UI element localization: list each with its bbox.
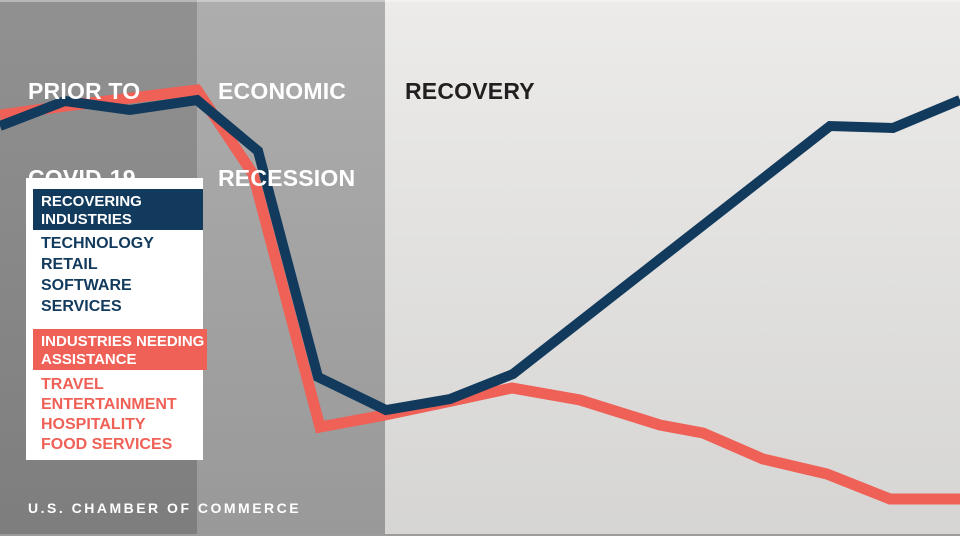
source-attribution: U.S. CHAMBER OF COMMERCE xyxy=(28,500,302,516)
legend-header-recovering-industries: RECOVERING INDUSTRIES xyxy=(33,189,203,230)
legend-item-hospitality: HOSPITALITY xyxy=(41,416,146,433)
phase-title-economic-recession: ECONOMIC RECESSION xyxy=(218,19,355,251)
phase-title-line: PRIOR TO xyxy=(28,78,141,104)
bottom-rule xyxy=(0,534,960,536)
legend-items-recovering: TECHNOLOGY RETAIL SOFTWARE SERVICES xyxy=(41,233,203,317)
legend-header-line: ASSISTANCE xyxy=(41,350,137,368)
legend-items-assistance: TRAVEL ENTERTAINMENT HOSPITALITY FOOD SE… xyxy=(41,375,177,455)
legend-header-line: RECOVERING xyxy=(41,193,142,210)
phase-zone-economic-recession xyxy=(197,0,385,536)
phase-zone-recovery xyxy=(385,0,960,536)
legend-item-software-services: SOFTWARE SERVICES xyxy=(41,277,132,315)
bottom-white-strip xyxy=(0,536,960,540)
legend-header-line: INDUSTRIES xyxy=(41,210,132,228)
legend-item-entertainment: ENTERTAINMENT xyxy=(41,396,177,413)
phase-title-line: RECESSION xyxy=(218,165,356,191)
phase-title-line: RECOVERY xyxy=(405,78,535,104)
phase-title-recovery: RECOVERY xyxy=(405,19,535,164)
slide-top-edge xyxy=(0,0,960,2)
recovering-industries-line xyxy=(0,94,960,416)
legend-item-retail: RETAIL xyxy=(41,256,98,273)
legend-item-food-services: FOOD SERVICES xyxy=(41,436,173,453)
legend-header-industries-needing-assistance: INDUSTRIES NEEDING ASSISTANCE xyxy=(33,329,207,370)
phase-title-line: ECONOMIC xyxy=(218,78,347,104)
legend-box: RECOVERING INDUSTRIES TECHNOLOGY RETAIL … xyxy=(26,178,207,460)
legend-item-travel: TRAVEL xyxy=(41,376,104,393)
legend-item-technology: TECHNOLOGY xyxy=(41,235,154,252)
legend-header-line: INDUSTRIES NEEDING xyxy=(41,333,205,350)
